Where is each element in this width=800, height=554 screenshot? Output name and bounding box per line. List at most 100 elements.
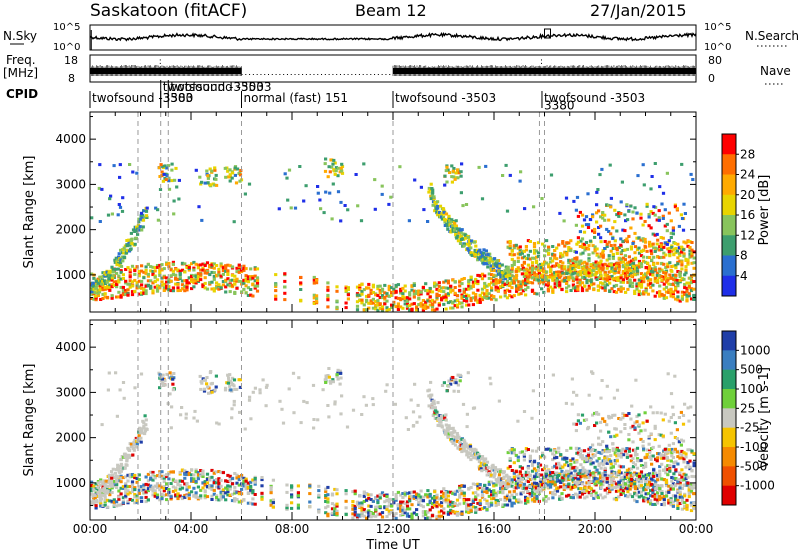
heatmap-cell [510,257,514,261]
heatmap-cell [369,498,373,501]
heatmap-cell [573,263,577,267]
heatmap-cell [483,483,487,487]
heatmap-cell [180,486,185,490]
heatmap-cell [573,277,577,281]
heatmap-cell [274,297,278,301]
heatmap-cell [644,290,648,294]
heatmap-cell [141,213,145,217]
heatmap-cell [317,510,321,514]
heatmap-cell [90,216,94,220]
heatmap-cell [662,271,666,275]
heatmap-cell [585,476,589,479]
heatmap-cell [633,492,637,496]
heatmap-cell [387,286,391,290]
heatmap-cell [109,269,113,273]
heatmap-cell [587,279,591,283]
heatmap-cell [646,497,650,501]
heatmap-cell [235,498,239,501]
heatmap-cell [171,260,175,264]
heatmap-cell [639,262,644,265]
heatmap-cell [442,507,446,511]
heatmap-cell [460,492,464,496]
heatmap-cell [255,267,260,271]
heatmap-cell [490,480,494,484]
heatmap-cell [115,295,119,299]
heatmap-cell [455,294,460,298]
heatmap-cell [208,281,212,285]
heatmap-cell [654,246,658,250]
heatmap-cell [658,256,662,260]
heatmap-cell [476,300,480,304]
heatmap-cell [679,250,683,254]
heatmap-cell [579,239,583,243]
heatmap-cell [203,269,207,273]
freq-dot [279,74,281,75]
heatmap-cell [476,501,480,505]
heatmap-cell [650,175,654,178]
heatmap-cell [549,483,553,487]
heatmap-cell [515,278,519,282]
heatmap-cell [642,259,646,263]
heatmap-cell [613,267,617,271]
heatmap-cell [119,285,123,289]
heatmap-cell [158,271,162,275]
heatmap-cell [486,253,490,257]
heatmap-cell [467,281,471,285]
heatmap-cell [532,205,536,209]
heatmap-cell [115,504,119,508]
heatmap-cell [647,215,651,219]
heatmap-cell [246,275,250,279]
heatmap-cell [560,266,564,270]
heatmap-cell [524,498,528,502]
heatmap-cell [371,499,375,503]
heatmap-cell [242,278,246,282]
heatmap-cell [421,510,425,514]
heatmap-cell [472,240,477,244]
freq-dot [377,74,379,75]
heatmap-cell [510,268,514,272]
heatmap-cell [169,289,173,293]
heatmap-cell [415,495,419,499]
heatmap-cell [492,484,496,488]
heatmap-cell [519,284,523,288]
heatmap-cell [449,300,453,304]
heatmap-cell [146,279,150,283]
heatmap-cell [549,173,554,177]
heatmap-cell [684,257,688,261]
heatmap-cell [365,308,369,312]
heatmap-cell [412,302,416,306]
heatmap-cell [516,252,520,256]
heatmap-cell [155,493,160,497]
heatmap-cell [458,284,462,288]
heatmap-cell [460,512,464,516]
yaxis-tick-label: 1000 [55,268,86,282]
heatmap-cell [111,270,115,274]
heatmap-cell [625,271,629,274]
heatmap-cell [541,278,545,282]
heatmap-cell [633,256,638,260]
heatmap-cell [247,182,252,186]
heatmap-cell [476,487,480,491]
heatmap-cell [160,470,164,474]
heatmap-cell [662,262,666,266]
heatmap-cell [639,285,644,289]
heatmap-cell [514,276,518,280]
heatmap-cell [435,515,439,519]
heatmap-cell [585,271,589,275]
heatmap-cell [151,291,155,295]
heatmap-cell [535,273,539,277]
heatmap-cell [244,291,248,295]
heatmap-cell [587,244,591,248]
freq-dot [317,74,319,75]
heatmap-cell [251,489,255,493]
heatmap-cell [576,240,580,244]
heatmap-cell [494,274,498,278]
heatmap-cell [405,491,410,495]
heatmap-cell [544,482,548,486]
heatmap-cell [235,490,239,494]
heatmap-cell [524,293,528,297]
heatmap-cell [223,166,227,170]
heatmap-cell [427,186,431,190]
heatmap-cell [137,292,141,296]
heatmap-cell [171,262,175,266]
